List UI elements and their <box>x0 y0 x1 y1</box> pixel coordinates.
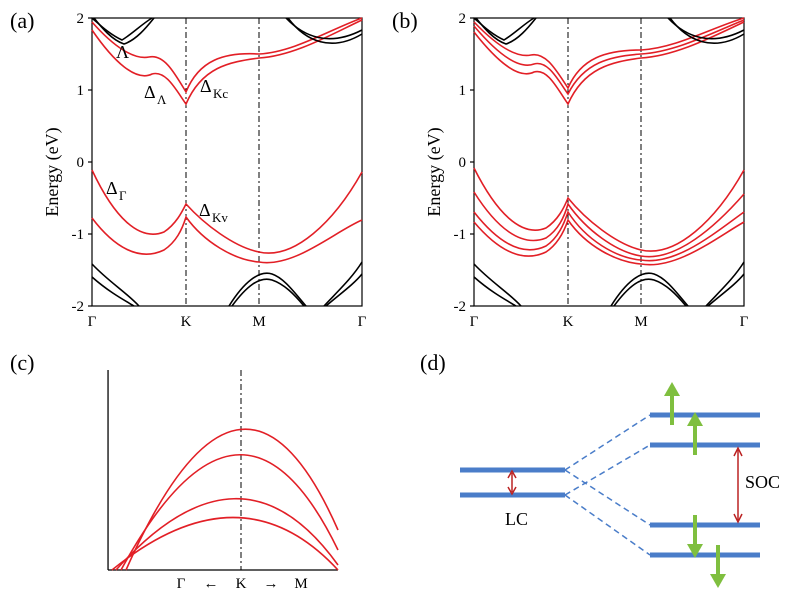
spin-down-1 <box>687 515 703 558</box>
panel-a-label: (a) <box>10 8 34 34</box>
panel-b-plot: Energy (eV) -2 -1 0 1 2 Γ K M Γ <box>426 12 762 332</box>
panel-c-bands <box>112 429 338 570</box>
svg-text:0: 0 <box>459 155 467 171</box>
svg-text:K: K <box>181 314 192 330</box>
svg-text:-2: -2 <box>454 299 467 315</box>
lc-arrow <box>508 471 516 494</box>
svg-text:→: → <box>264 576 279 592</box>
panel-b-ylabel: Energy (eV) <box>426 127 445 216</box>
svg-text:M: M <box>294 576 307 592</box>
panel-c-label: (c) <box>10 350 34 376</box>
svg-text:←: ← <box>204 576 219 592</box>
svg-text:-1: -1 <box>454 227 467 243</box>
panel-b-red-bands <box>474 18 744 265</box>
svg-text:Γ: Γ <box>119 188 127 203</box>
svg-text:K: K <box>563 314 574 330</box>
lc-label: LC <box>505 509 528 529</box>
svg-text:Kv: Kv <box>212 210 228 225</box>
panel-a-black-bands <box>92 18 362 306</box>
spin-down-2 <box>710 545 726 588</box>
svg-text:1: 1 <box>77 83 85 99</box>
panel-b-yticks: -2 -1 0 1 2 <box>454 12 475 315</box>
svg-text:2: 2 <box>459 12 467 27</box>
panel-a-ylabel: Energy (eV) <box>44 127 63 216</box>
svg-text:-1: -1 <box>72 227 85 243</box>
svg-text:Γ: Γ <box>177 576 186 592</box>
svg-text:Λ: Λ <box>157 92 167 107</box>
svg-text:-2: -2 <box>72 299 85 315</box>
svg-text:K: K <box>236 576 247 592</box>
spin-up-1 <box>664 382 680 425</box>
panel-a-yticks: -2 -1 0 1 2 <box>72 12 93 315</box>
svg-text:Γ: Γ <box>88 314 97 330</box>
svg-text:Kc: Kc <box>213 86 228 101</box>
svg-text:0: 0 <box>77 155 85 171</box>
panel-a-plot: Energy (eV) -2 -1 0 1 2 Γ K M Γ <box>44 12 380 332</box>
svg-text:Γ: Γ <box>358 314 367 330</box>
svg-text:Δ: Δ <box>200 76 212 96</box>
panel-c-xann: Γ ← K → M <box>177 576 308 592</box>
svg-text:Γ: Γ <box>740 314 749 330</box>
svg-text:M: M <box>634 314 647 330</box>
panel-a-delta-kc: ΔKc <box>200 76 228 101</box>
svg-text:M: M <box>252 314 265 330</box>
panel-d-diagram: LC SOC <box>440 380 780 600</box>
panel-c-plot: Energy (eV) -0.8 -0.7 -0.6 Γ ← K → M <box>46 360 356 610</box>
panel-a-red-bands <box>92 18 362 263</box>
svg-text:Γ: Γ <box>470 314 479 330</box>
svg-text:Δ: Δ <box>199 200 211 220</box>
svg-text:1: 1 <box>459 83 467 99</box>
panel-a-delta-gamma: ΔΓ <box>106 178 127 203</box>
panel-d-label: (d) <box>420 350 446 376</box>
panel-a-delta-lambda: ΔΛ <box>144 82 167 107</box>
svg-text:Δ: Δ <box>144 82 156 102</box>
soc-arrow <box>734 448 742 522</box>
svg-text:Δ: Δ <box>106 178 118 198</box>
panel-a-lambda: Λ <box>116 42 129 62</box>
soc-label: SOC <box>745 472 780 492</box>
svg-text:2: 2 <box>77 12 85 27</box>
panel-b-label: (b) <box>392 8 418 34</box>
spin-up-2 <box>687 412 703 455</box>
